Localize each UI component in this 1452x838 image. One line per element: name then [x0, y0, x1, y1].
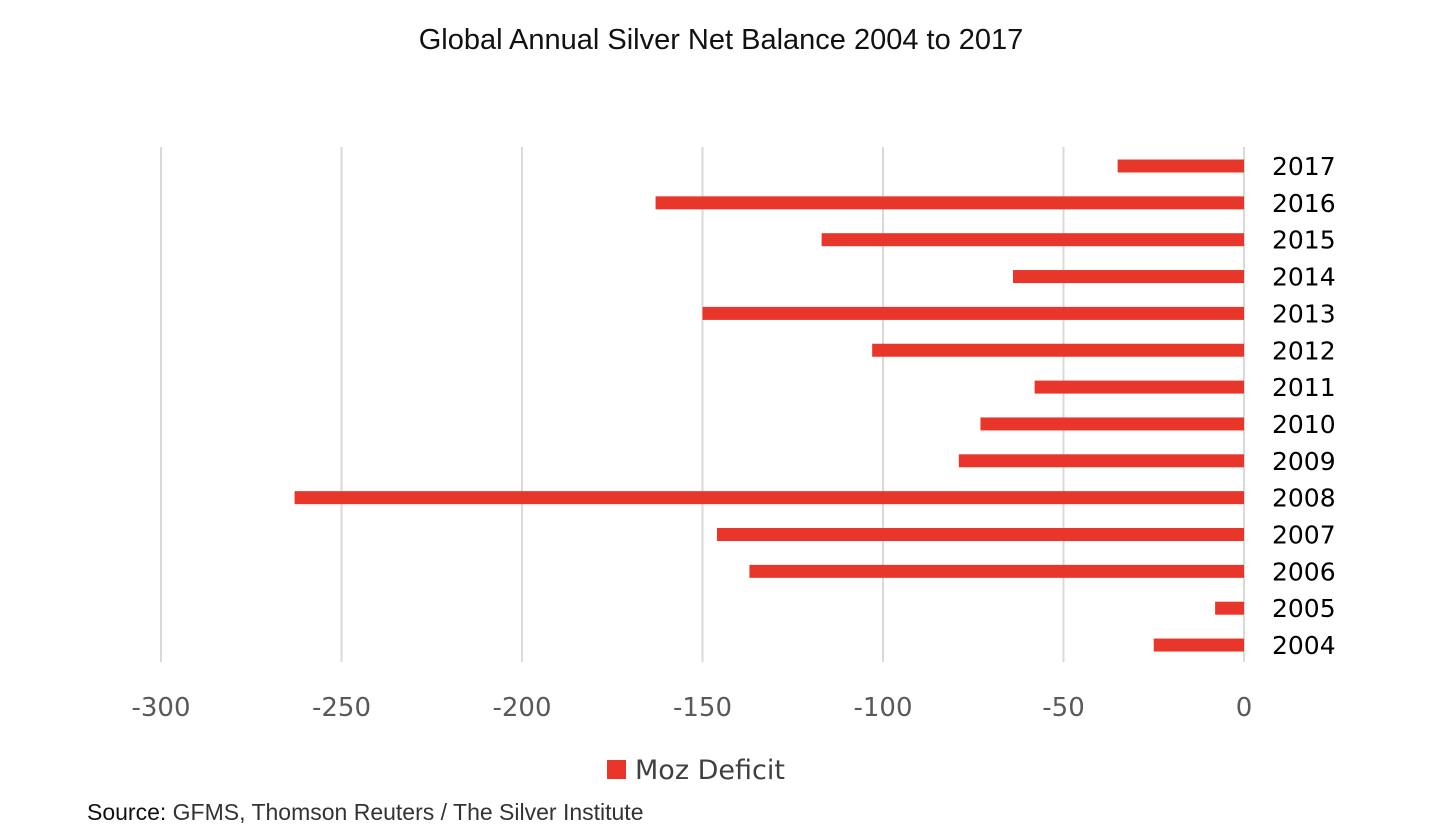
- bar-2004: [1153, 638, 1244, 652]
- legend-swatch: [607, 760, 626, 779]
- bar-2017: [1117, 159, 1244, 173]
- x-tick-label: -50: [1042, 693, 1084, 723]
- bar-2009: [958, 454, 1244, 468]
- source-text: GFMS, Thomson Reuters / The Silver Insti…: [172, 799, 644, 825]
- bar-2016: [655, 196, 1244, 210]
- bar-2008: [294, 491, 1244, 505]
- x-axis-tick-labels: -300 -250 -200 -150 -100 -50 0: [131, 693, 1252, 723]
- category-label-2008: 2008: [1272, 484, 1336, 513]
- category-label-2017: 2017: [1272, 152, 1336, 181]
- category-label-2011: 2011: [1272, 373, 1336, 402]
- x-tick-label: -150: [673, 693, 732, 723]
- bar-2007: [716, 528, 1244, 541]
- source-label: Source:: [87, 799, 167, 825]
- chart-title: Global Annual Silver Net Balance 2004 to…: [418, 24, 1024, 56]
- category-label-2006: 2006: [1272, 557, 1336, 586]
- legend: Moz Deficit: [607, 755, 785, 786]
- bar-2010: [980, 417, 1244, 431]
- x-tick-label: -300: [131, 693, 190, 723]
- category-labels: 2017 2016 2015 2014 2013 2012 2011 2010 2009 2008…: [1272, 152, 1336, 660]
- bars: [294, 159, 1244, 652]
- bar-2013: [702, 306, 1244, 320]
- bar-2005: [1215, 601, 1244, 615]
- category-label-2012: 2012: [1272, 336, 1336, 365]
- category-label-2004: 2004: [1272, 631, 1336, 660]
- x-tick-label: -200: [492, 693, 551, 723]
- gridlines: [160, 147, 1245, 662]
- category-label-2005: 2005: [1272, 594, 1336, 623]
- legend-label: Moz Deficit: [635, 755, 785, 786]
- category-label-2010: 2010: [1272, 410, 1336, 439]
- category-label-2014: 2014: [1272, 263, 1336, 292]
- bar-2012: [872, 343, 1244, 357]
- x-tick-label: -250: [312, 693, 371, 723]
- bar-2011: [1034, 380, 1244, 394]
- x-tick-label: 0: [1236, 693, 1253, 723]
- x-tick-label: -100: [853, 693, 912, 723]
- bar-2014: [1012, 270, 1244, 284]
- category-label-2015: 2015: [1272, 226, 1336, 255]
- category-label-2016: 2016: [1272, 189, 1336, 218]
- bar-2015: [821, 233, 1244, 247]
- bar-2006: [749, 564, 1244, 578]
- source-note: Source: GFMS, Thomson Reuters / The Silv…: [87, 799, 643, 826]
- category-label-2007: 2007: [1272, 521, 1336, 550]
- category-label-2009: 2009: [1272, 447, 1336, 476]
- category-label-2013: 2013: [1272, 299, 1336, 328]
